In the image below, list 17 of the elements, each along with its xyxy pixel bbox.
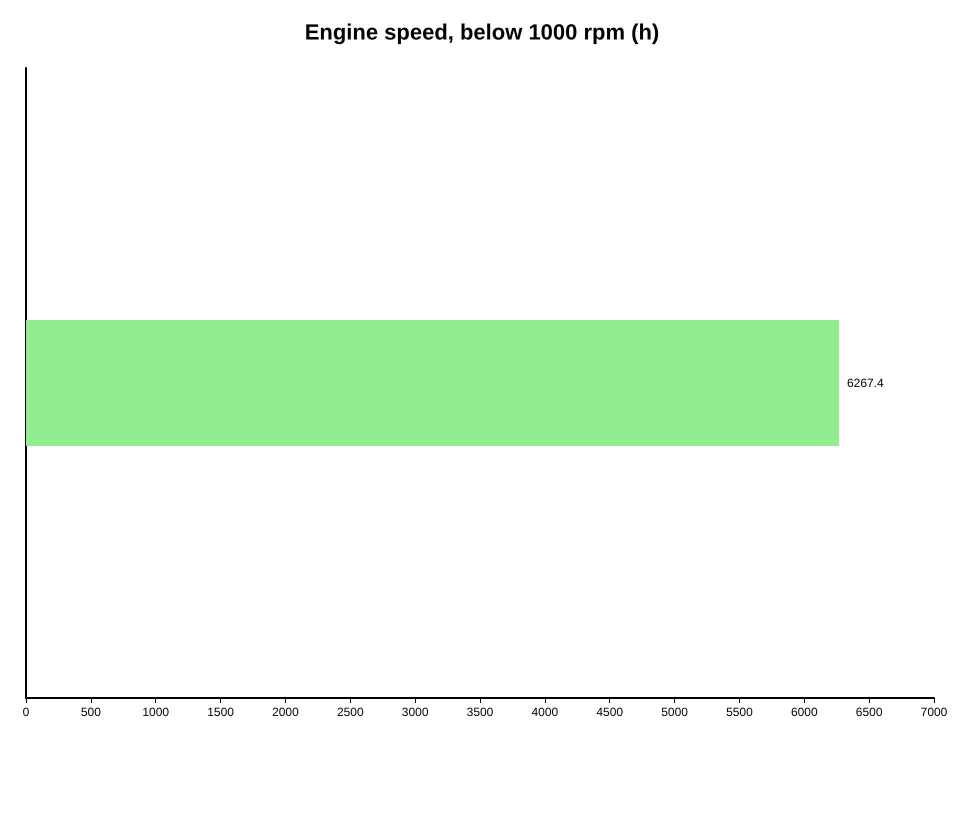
x-tick-label: 5000: [661, 705, 688, 719]
x-tick-label: 5500: [726, 705, 754, 719]
x-tick-label: 1500: [207, 705, 234, 719]
x-tick-label: 6000: [790, 705, 818, 719]
chart-title: Engine speed, below 1000 rpm (h): [304, 20, 660, 44]
x-tick-label: 3500: [466, 705, 494, 719]
x-tick-label: 1000: [142, 705, 170, 719]
x-tick-label: 4000: [532, 705, 559, 719]
data-label: 6267.4: [846, 376, 884, 390]
x-tick-label: 4500: [596, 705, 624, 719]
x-tick-label: 7000: [920, 705, 948, 719]
x-tick-label: 2500: [336, 705, 364, 719]
x-tick-label: 0: [22, 705, 30, 719]
x-tick-label: 3000: [402, 705, 429, 719]
x-tick-label: 6500: [856, 705, 883, 719]
x-tick-label: 500: [80, 705, 102, 719]
x-tick-label: 2000: [272, 705, 300, 719]
